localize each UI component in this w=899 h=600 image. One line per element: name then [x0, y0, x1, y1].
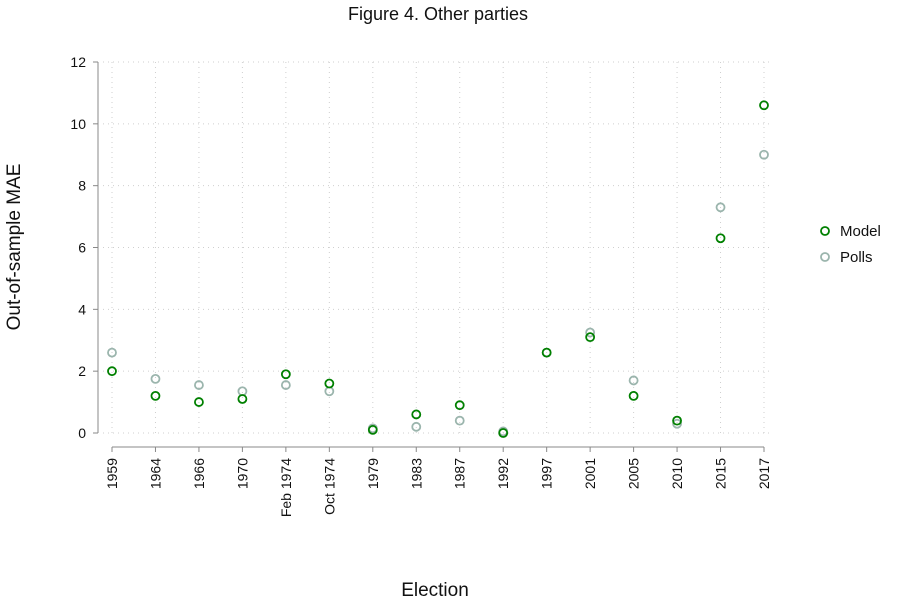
- point-model: [237, 394, 248, 404]
- x-tick-label: 1979: [365, 458, 381, 489]
- point-polls: [194, 380, 204, 390]
- x-tick-label: 1983: [408, 458, 424, 489]
- x-tick-label: 2001: [582, 458, 598, 489]
- point-polls: [324, 386, 335, 397]
- point-model: [280, 369, 291, 380]
- chart-title: Figure 4. Other parties: [348, 4, 528, 24]
- point-polls: [411, 421, 422, 432]
- x-tick-label: 1959: [104, 458, 120, 489]
- point-model: [107, 366, 117, 377]
- point-polls: [759, 149, 769, 160]
- point-model: [759, 100, 769, 111]
- point-model: [715, 233, 726, 244]
- x-tick-label: 1964: [147, 458, 163, 489]
- y-tick-label: 6: [78, 240, 86, 256]
- point-model: [672, 415, 682, 426]
- point-polls: [107, 347, 117, 358]
- x-tick-label: 1970: [234, 458, 250, 489]
- point-model: [367, 425, 378, 435]
- x-axis-title: Election: [401, 580, 469, 600]
- point-model: [585, 332, 596, 343]
- y-ticks: 0 2 4 6 8 10 12: [70, 54, 98, 441]
- x-tick-label: 1966: [191, 458, 207, 489]
- point-model: [628, 390, 639, 401]
- y-tick-label: 4: [78, 301, 86, 317]
- x-tick-label: 1997: [539, 458, 555, 489]
- point-model: [194, 397, 204, 407]
- point-polls: [672, 418, 682, 429]
- point-polls: [280, 380, 291, 390]
- point-polls: [585, 327, 596, 338]
- y-axis-title: Out-of-sample MAE: [4, 164, 25, 331]
- legend: Model Polls: [820, 223, 881, 266]
- y-tick-label: 10: [70, 116, 86, 132]
- legend-marker-model: [820, 226, 830, 236]
- y-tick-label: 8: [78, 178, 86, 194]
- point-polls: [237, 386, 248, 397]
- point-model: [411, 409, 422, 420]
- data-points: [107, 100, 769, 438]
- point-polls: [628, 375, 639, 386]
- x-tick-label: 2010: [669, 458, 685, 489]
- x-tick-label: 2005: [626, 458, 642, 489]
- point-polls: [454, 415, 465, 426]
- x-ticks: 1959 1964 1966 1970 Feb 1974 Oct 1974 1979 1983…: [104, 447, 772, 517]
- point-model: [454, 400, 465, 411]
- point-model: [498, 428, 509, 438]
- y-tick-label: 2: [78, 363, 86, 379]
- x-tick-label: Feb 1974: [278, 458, 294, 517]
- legend-marker-polls: [820, 252, 830, 262]
- y-tick-label: 12: [70, 54, 86, 70]
- x-tick-label: 2015: [713, 458, 729, 489]
- point-polls: [150, 373, 161, 384]
- x-tick-label: 1987: [452, 458, 468, 489]
- grid: [103, 61, 773, 434]
- y-tick-label: 0: [78, 425, 86, 441]
- x-tick-label: 1992: [495, 458, 511, 489]
- x-tick-label: 2017: [756, 458, 772, 489]
- point-model: [150, 390, 161, 401]
- legend-label-model: Model: [840, 223, 881, 240]
- x-tick-label: Oct 1974: [321, 458, 337, 515]
- legend-label-polls: Polls: [840, 249, 873, 266]
- point-model: [541, 347, 552, 358]
- point-model: [324, 378, 335, 389]
- point-polls: [715, 202, 726, 213]
